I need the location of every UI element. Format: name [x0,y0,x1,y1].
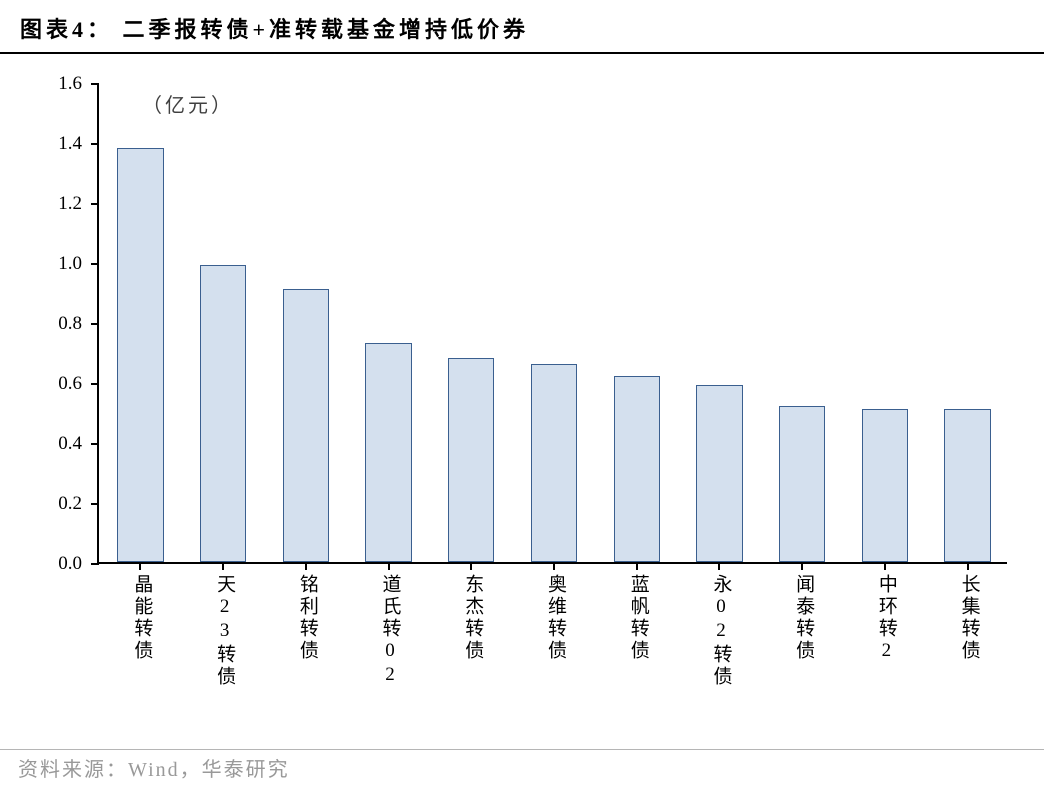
x-axis-label: 闻泰转债 [790,574,817,662]
chart-title: 图表4： 二季报转债+准转载基金增持低价券 [0,0,1044,54]
x-axis-label: 铭利转债 [294,574,321,662]
x-axis-label: 晶能转债 [128,574,155,662]
y-tick-label: 1.2 [58,193,82,215]
y-tick-mark [91,323,99,325]
y-tick-label: 1.4 [58,133,82,155]
x-tick-mark [470,562,472,570]
y-tick-label: 0.0 [58,553,82,575]
x-axis-label: 天23转债 [211,574,238,688]
bar [448,358,494,562]
x-tick-mark [718,562,720,570]
x-tick-mark [636,562,638,570]
y-tick-mark [91,503,99,505]
y-tick-mark [91,443,99,445]
y-tick-mark [91,263,99,265]
source-divider [0,749,1044,750]
bar [944,409,990,562]
bar [117,148,163,562]
bar [779,406,825,562]
y-unit-label: （亿元） [142,89,234,118]
source-text: 资料来源：Wind，华泰研究 [18,753,290,782]
x-axis-label: 东杰转债 [459,574,486,662]
x-tick-mark [553,562,555,570]
x-tick-mark [222,562,224,570]
x-tick-mark [305,562,307,570]
y-tick-label: 1.0 [58,253,82,275]
y-tick-label: 0.4 [58,433,82,455]
bar [696,385,742,562]
y-tick-label: 0.8 [58,313,82,335]
y-tick-mark [91,563,99,565]
x-tick-mark [139,562,141,570]
chart-container: （亿元） 0.0 0.2 0.4 0.6 0.8 1.0 1.2 1.4 1.6 晶能转债 天23转… [22,74,1022,754]
x-tick-mark [967,562,969,570]
x-axis-label: 长集转债 [956,574,983,662]
bar [283,289,329,562]
x-axis-label: 中环转2 [873,574,900,664]
bar [614,376,660,562]
bar [531,364,577,562]
y-tick-label: 1.6 [58,73,82,95]
x-axis-label: 蓝帆转债 [625,574,652,662]
y-tick-mark [91,143,99,145]
x-tick-mark [388,562,390,570]
y-tick-mark [91,203,99,205]
y-tick-label: 0.2 [58,493,82,515]
x-axis-label: 永02转债 [707,574,734,688]
y-tick-mark [91,83,99,85]
bar [862,409,908,562]
x-axis-label: 道氏转02 [377,574,404,688]
bar [365,343,411,562]
y-tick-mark [91,383,99,385]
bar [200,265,246,562]
x-tick-mark [801,562,803,570]
x-axis-label: 奥维转债 [542,574,569,662]
x-tick-mark [884,562,886,570]
plot-area [97,84,1007,564]
y-tick-label: 0.6 [58,373,82,395]
